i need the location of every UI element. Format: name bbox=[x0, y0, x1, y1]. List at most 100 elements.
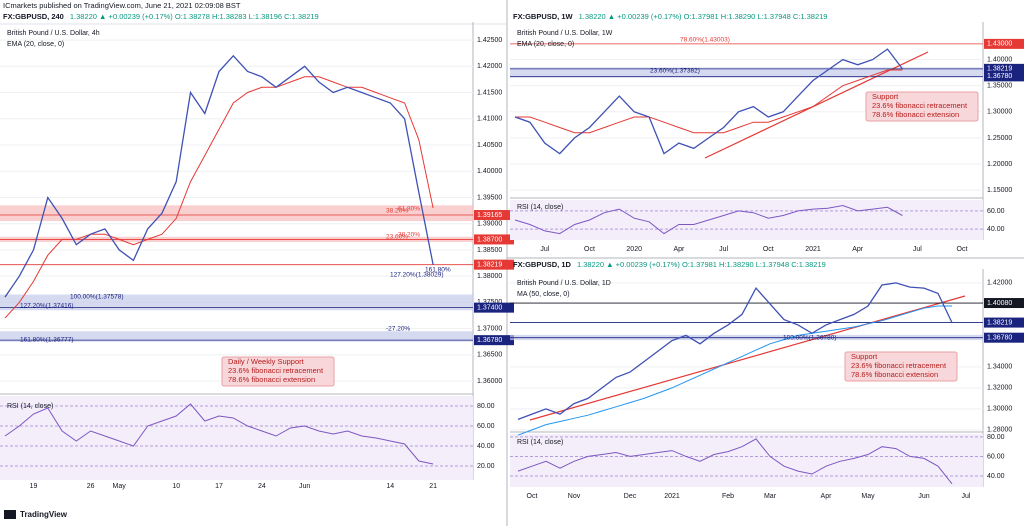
publisher: ICmarkets published on TradingView.com, … bbox=[3, 1, 241, 10]
rsi-tick-label: 60.00 bbox=[987, 208, 1005, 215]
x-tick-label: 19 bbox=[30, 483, 38, 490]
indicator-line bbox=[517, 305, 952, 436]
x-tick-label: Apr bbox=[673, 246, 685, 253]
rsi-tick-label: 60.00 bbox=[477, 423, 495, 430]
y-tick-label: 1.40500 bbox=[477, 142, 502, 149]
x-tick-label: Jul bbox=[540, 246, 549, 253]
rsi-tick-label: 80.00 bbox=[987, 434, 1005, 441]
fib-label: 100.00%(1.36780) bbox=[783, 335, 837, 342]
x-tick-label: Jul bbox=[719, 246, 728, 253]
pane-title: British Pound / U.S. Dollar, 4h bbox=[7, 30, 100, 37]
level-badge bbox=[984, 317, 1024, 328]
trend-line bbox=[529, 295, 966, 421]
y-tick-label: 1.36500 bbox=[477, 352, 502, 359]
level-label: 1.36780 bbox=[477, 337, 502, 344]
rsi-tick-label: 40.00 bbox=[987, 473, 1005, 480]
price-line bbox=[514, 48, 903, 155]
annotation-text: 23.6% fibonacci retracement bbox=[851, 361, 947, 370]
y-tick-label: 1.42000 bbox=[477, 63, 502, 70]
zone bbox=[0, 331, 473, 342]
level-badge bbox=[984, 298, 1024, 309]
level-badge bbox=[984, 332, 1024, 343]
annotation-text: Daily / Weekly Support bbox=[228, 357, 305, 366]
rsi-line bbox=[517, 438, 953, 485]
symbol: FX:GBPUSD, 240 bbox=[3, 12, 64, 21]
rsi-tick-label: 40.00 bbox=[987, 226, 1005, 233]
level-badge bbox=[474, 234, 514, 245]
quote: 1.38220 ▲ +0.00239 (+0.17%) O:1.37981 H:… bbox=[577, 260, 826, 269]
rsi-line bbox=[514, 204, 903, 235]
x-tick-label: Apr bbox=[821, 493, 833, 500]
x-tick-label: May bbox=[861, 493, 875, 500]
rsi-tick-label: 80.00 bbox=[477, 403, 495, 410]
level-badge bbox=[984, 38, 1024, 49]
x-tick-label: Jun bbox=[918, 493, 929, 500]
level-label: 1.36780 bbox=[987, 335, 1012, 342]
rsi-tick-label: 60.00 bbox=[987, 453, 1005, 460]
fib-label: 100.00%(1.37578) bbox=[70, 294, 124, 301]
fib-label: 78.60%(1.43003) bbox=[680, 37, 730, 44]
y-tick-label: 1.41000 bbox=[477, 116, 502, 123]
price-line bbox=[517, 282, 953, 421]
indicator-label: MA (50, close, 0) bbox=[517, 291, 570, 298]
y-tick-label: 1.39000 bbox=[477, 221, 502, 228]
fib-label: 161.80% bbox=[425, 267, 451, 274]
y-tick-label: 1.32000 bbox=[987, 385, 1012, 392]
x-tick-label: Oct bbox=[763, 246, 774, 253]
annotation-text: Support bbox=[872, 92, 899, 101]
symbol: FX:GBPUSD, 1W bbox=[513, 12, 574, 21]
x-tick-label: Jun bbox=[299, 483, 310, 490]
y-tick-label: 1.39500 bbox=[477, 194, 502, 201]
rsi-line bbox=[4, 403, 434, 465]
price-line bbox=[4, 54, 434, 298]
annotation-box bbox=[865, 91, 979, 122]
x-tick-label: 21 bbox=[429, 483, 437, 490]
rsi-label: RSI (14, close) bbox=[517, 439, 563, 446]
level-label: 1.38219 bbox=[477, 262, 502, 269]
level-badge bbox=[984, 63, 1024, 74]
annotation-text: 23.6% fibonacci retracement bbox=[872, 101, 968, 110]
y-tick-label: 1.37000 bbox=[477, 325, 502, 332]
quote: 1.38220 ▲ +0.00239 (+0.17%) O:1.38278 H:… bbox=[70, 12, 319, 21]
annotation-text: 23.6% fibonacci retracement bbox=[228, 366, 324, 375]
indicator-line bbox=[4, 76, 434, 319]
x-tick-label: Mar bbox=[764, 493, 777, 500]
x-tick-label: May bbox=[113, 483, 127, 490]
rsi-label: RSI (14, close) bbox=[7, 403, 53, 410]
x-tick-label: Apr bbox=[852, 246, 864, 253]
y-tick-label: 1.34000 bbox=[987, 364, 1012, 371]
level-badge bbox=[984, 71, 1024, 82]
level-label: 1.38219 bbox=[987, 319, 1012, 326]
x-tick-label: 14 bbox=[386, 483, 394, 490]
indicator-label: EMA (20, close, 0) bbox=[517, 41, 574, 48]
zone bbox=[0, 205, 473, 222]
fib-label: 127.20%(1.38029) bbox=[390, 272, 444, 279]
zone bbox=[510, 67, 983, 78]
annotation-text: 78.6% fibonacci extension bbox=[872, 110, 959, 119]
rsi-band bbox=[0, 396, 473, 480]
pane-title: British Pound / U.S. Dollar, 1D bbox=[517, 280, 611, 287]
fib-label: 161.80%(1.36777) bbox=[20, 337, 74, 344]
annotation-text: 78.6% fibonacci extension bbox=[851, 370, 938, 379]
y-tick-label: 1.42500 bbox=[477, 37, 502, 44]
indicator-line bbox=[515, 69, 903, 134]
level-badge bbox=[474, 302, 514, 313]
y-tick-label: 1.40000 bbox=[987, 56, 1012, 63]
annotation-box bbox=[844, 351, 958, 382]
rsi-tick-label: 20.00 bbox=[477, 463, 495, 470]
fib-label: 23.60%(1.37382) bbox=[650, 68, 700, 75]
y-tick-label: 1.42000 bbox=[987, 280, 1012, 287]
level-label: 1.37400 bbox=[477, 304, 502, 311]
quote: 1.38220 ▲ +0.00239 (+0.17%) O:1.37981 H:… bbox=[579, 12, 828, 21]
rsi-tick-label: 40.00 bbox=[477, 443, 495, 450]
x-tick-label: 24 bbox=[258, 483, 266, 490]
annotation-text: 78.6% fibonacci extension bbox=[228, 375, 315, 384]
fib-label: -27.20% bbox=[386, 326, 410, 333]
brand: TradingView bbox=[20, 510, 68, 519]
rsi-label: RSI (14, close) bbox=[517, 204, 563, 211]
x-tick-label: 2021 bbox=[805, 246, 821, 253]
symbol: FX:GBPUSD, 1D bbox=[513, 260, 572, 269]
x-tick-label: 2021 bbox=[664, 493, 680, 500]
fib-label: 23.60% bbox=[386, 234, 408, 241]
